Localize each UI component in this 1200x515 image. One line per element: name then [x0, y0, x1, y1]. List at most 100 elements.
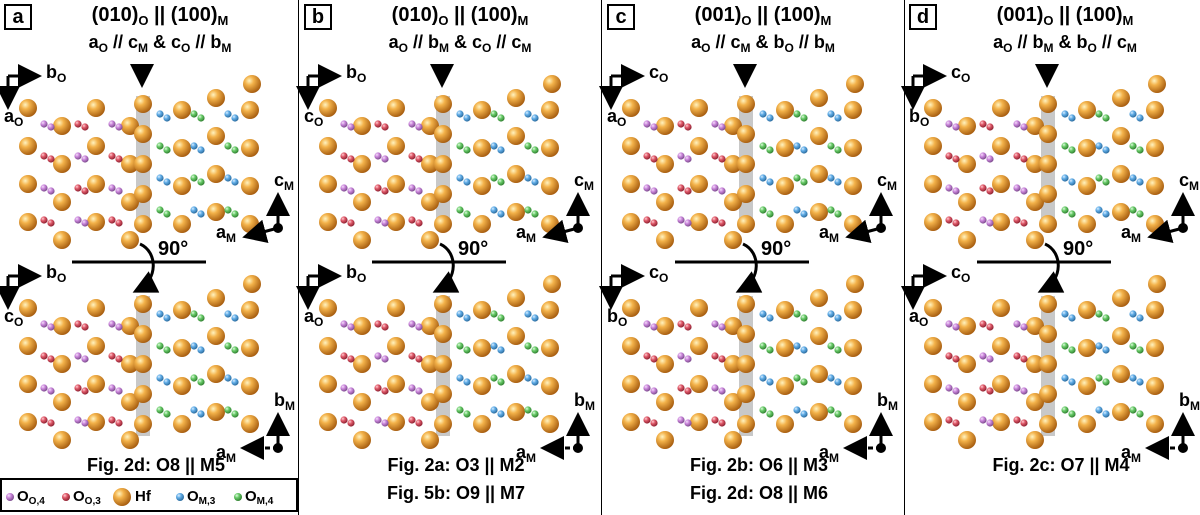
hf-atom [810, 203, 828, 221]
hf-atom [992, 375, 1010, 393]
hf-atom [737, 95, 755, 113]
hf-atom [543, 275, 561, 293]
oxygen-atom-o-o3 [81, 123, 89, 131]
axis-letter: b [274, 390, 285, 410]
oxygen-atom-o-o4 [945, 120, 953, 128]
oxygen-atom-o-m4 [524, 406, 532, 414]
oxygen-atom-o-m3 [163, 114, 171, 122]
title-plane-o-sub: O [741, 13, 752, 28]
hf-atom [353, 431, 371, 449]
hf-atom [810, 165, 828, 183]
oxygen-atom-o-o4 [115, 123, 123, 131]
oxygen-atom-o-m4 [197, 314, 205, 322]
relation-axis: a [88, 32, 99, 52]
oxygen-atom-o-m4 [834, 210, 842, 218]
axis-letter: a [216, 222, 227, 242]
hf-atom [737, 385, 755, 403]
oxygen-atom-o-o3 [374, 320, 382, 328]
hf-atom [421, 155, 439, 173]
hf-atom [241, 377, 259, 395]
hf-atom [243, 75, 261, 93]
axis-arrow-left [242, 219, 279, 243]
oxygen-atom-o-o3 [986, 123, 994, 131]
axis-letter: a [304, 306, 315, 326]
hf-atom [1146, 301, 1164, 319]
oxygen-atom-o-m4 [1102, 114, 1110, 122]
axis-sub: O [961, 271, 971, 285]
oxygen-atom-o-o4 [347, 123, 355, 131]
hf-atom [387, 413, 405, 431]
axis-letter: c [877, 170, 888, 190]
axis-letter: c [649, 262, 660, 282]
hf-atom [622, 337, 640, 355]
hf-atom [724, 193, 742, 211]
relation-axis-sub: O [98, 41, 108, 55]
figure-reference: Fig. 2c: O7 || M4 [992, 455, 1130, 475]
oxygen-atom-o-m4 [163, 346, 171, 354]
axis-sub: M [1131, 231, 1142, 245]
hf-atom [87, 213, 105, 231]
hf-atom [846, 275, 864, 293]
oxygen-atom-o-o3 [650, 419, 658, 427]
oxygen-atom-o-o3 [115, 355, 123, 363]
hf-atom [776, 101, 794, 119]
oxygen-atom-o-o3 [1020, 219, 1028, 227]
hf-atom [810, 89, 828, 107]
oxygen-atom-o-m3 [800, 146, 808, 154]
oxygen-atom-o-m4 [759, 406, 767, 414]
hf-atom [19, 137, 37, 155]
hf-atom [173, 377, 191, 395]
oxygen-atom-o-o4 [711, 320, 719, 328]
hf-atom [690, 137, 708, 155]
hf-atom [507, 327, 525, 345]
oxygen-atom-o-o3 [115, 219, 123, 227]
oxygen-atom-o-o4 [347, 387, 355, 395]
oxygen-atom-o-o3 [677, 384, 685, 392]
oxygen-atom-o-o4 [718, 187, 726, 195]
oxygen-atom-o-m4 [524, 342, 532, 350]
hf-atom [1112, 289, 1130, 307]
hf-atom [844, 139, 862, 157]
hf-atom [387, 99, 405, 117]
oxygen-atom-o-m4 [456, 342, 464, 350]
oxygen-atom-o-o3 [711, 216, 719, 224]
hf-atom [134, 415, 152, 433]
oxygen-atom-o-o3 [340, 152, 348, 160]
panel-orientation-relation: aO // bM & bO // cM [993, 32, 1137, 55]
hf-atom [810, 403, 828, 421]
hf-atom [1078, 377, 1096, 395]
hf-atom [992, 99, 1010, 117]
oxygen-atom-o-o4 [650, 387, 658, 395]
hf-atom [810, 327, 828, 345]
relation-axis-sub: M [138, 41, 149, 55]
hf-atom [776, 139, 794, 157]
hf-atom [958, 355, 976, 373]
axis-label-m-up: cM [877, 170, 897, 193]
oxygen-atom-o-m3 [834, 378, 842, 386]
axis-label-o-vertical: aO [304, 306, 323, 329]
oxygen-atom-o-o3 [643, 416, 651, 424]
axis-sub: M [1131, 451, 1142, 465]
axis-label-m-left: aM [1121, 222, 1141, 245]
hf-atom [473, 177, 491, 195]
axis-sub: O [618, 315, 628, 329]
axis-arrow-left [845, 219, 882, 243]
hf-atom [541, 101, 559, 119]
oxygen-atom-o-o4 [711, 384, 719, 392]
hf-atom [724, 317, 742, 335]
oxygen-atom-o-m3 [197, 410, 205, 418]
rotation-arrow [132, 242, 160, 293]
hf-atom [87, 299, 105, 317]
oxygen-atom-o-m3 [190, 342, 198, 350]
axis-letter: b [1179, 390, 1190, 410]
oxygen-atom-o-m3 [231, 378, 239, 386]
hf-atom [434, 295, 452, 313]
hf-atom [1039, 215, 1057, 233]
hf-atom [173, 415, 191, 433]
hf-atom [319, 99, 337, 117]
rotation-label: 90° [761, 238, 792, 260]
hf-atom [844, 377, 862, 395]
relation-axis: // c [107, 32, 139, 52]
oxygen-atom-o-m3 [1068, 178, 1076, 186]
panel-orientation-relation: aO // cM & cO // bM [89, 32, 232, 55]
